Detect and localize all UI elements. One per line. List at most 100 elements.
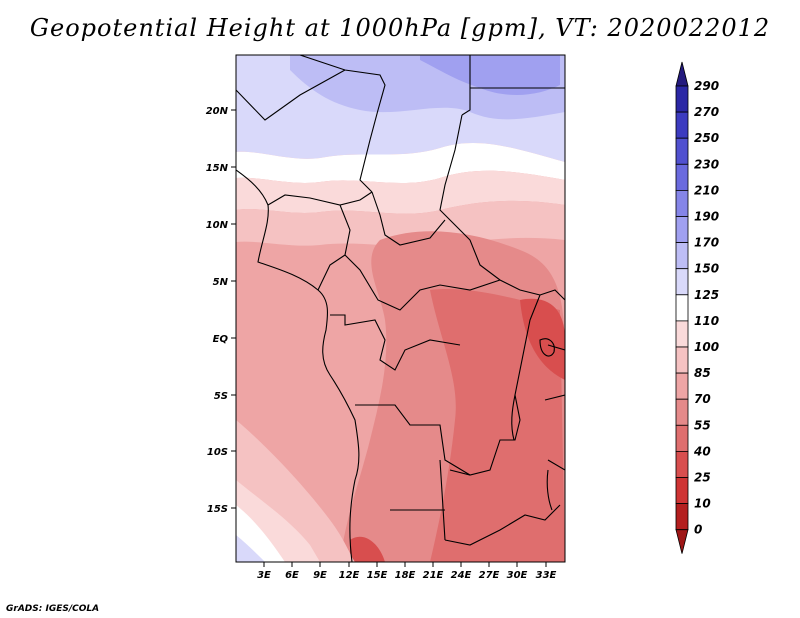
- colorbar-label: 0: [694, 523, 702, 537]
- svg-text:10N: 10N: [206, 220, 229, 231]
- lon-tick: 12E: [339, 562, 360, 581]
- lon-tick: 3E: [257, 562, 271, 581]
- colorbar-label: 290: [694, 79, 719, 93]
- colorbar-label: 210: [694, 183, 719, 197]
- colorbar-label: 100: [694, 340, 719, 354]
- colorbar-segment: [675, 503, 689, 531]
- eastern-low-region: [430, 289, 565, 562]
- map-frame: [235, 54, 566, 563]
- light-pink-band: [236, 170, 565, 214]
- colorbar-label: 125: [694, 288, 719, 302]
- pink-band: [236, 200, 565, 247]
- coastline-west: [236, 169, 360, 562]
- colorbar-label: 85: [694, 366, 711, 380]
- border-congo: [330, 314, 461, 371]
- colorbar-label: 10: [694, 497, 711, 511]
- colorbar-segment: [675, 372, 689, 400]
- lon-tick: 27E: [479, 562, 500, 581]
- south-low-region: [350, 536, 385, 562]
- colorbar-segment: [675, 242, 689, 270]
- border-angola: [355, 404, 471, 541]
- footer-credit: GrADS: IGES/COLA: [6, 604, 100, 614]
- border-drc-east: [449, 294, 541, 476]
- colorbar-label: 170: [694, 236, 719, 250]
- border-cameroon-car: [344, 254, 501, 311]
- lon-tick: 33E: [536, 562, 557, 581]
- colorbar-label: 250: [694, 131, 719, 145]
- svg-text:30E: 30E: [507, 570, 528, 581]
- svg-text:24E: 24E: [451, 570, 472, 581]
- colorbar-label: 70: [694, 392, 711, 406]
- colorbar-segment: [675, 424, 689, 452]
- lon-tick: 30E: [507, 562, 528, 581]
- lat-tick: 5S: [214, 391, 236, 402]
- high-pressure-peak: [420, 55, 560, 96]
- borders: [236, 55, 565, 562]
- svg-text:6E: 6E: [285, 570, 299, 581]
- colorbar-segment: [675, 111, 689, 139]
- svg-text:33E: 33E: [536, 570, 557, 581]
- svg-text:21E: 21E: [423, 570, 444, 581]
- colorbar-label: 150: [694, 262, 719, 276]
- svg-text:5S: 5S: [214, 391, 228, 402]
- svg-text:EQ: EQ: [213, 334, 229, 345]
- lon-tick: 18E: [395, 562, 416, 581]
- lake-victoria: [539, 338, 555, 357]
- colorbar-segment: [675, 85, 689, 113]
- lon-axis: 3E 6E 9E 12E 15E 18E 21E 24E 27E 30E 33E: [257, 562, 557, 581]
- svg-text:5N: 5N: [213, 277, 229, 288]
- lat-tick: 15N: [206, 163, 236, 174]
- lake-malawi: [546, 469, 553, 511]
- colorbar-label: 25: [694, 471, 711, 485]
- lat-tick: EQ: [213, 334, 236, 345]
- svg-text:15S: 15S: [207, 504, 228, 515]
- colorbar-segment: [675, 398, 689, 426]
- colorbar-segment: [675, 346, 689, 374]
- colorbar-segment: [675, 320, 689, 348]
- lon-tick: 6E: [285, 562, 299, 581]
- svg-text:18E: 18E: [395, 570, 416, 581]
- colorbar-label: 55: [694, 418, 711, 432]
- colorbar-label: 40: [693, 444, 711, 458]
- border-zambia: [444, 504, 561, 546]
- svg-text:12E: 12E: [339, 570, 360, 581]
- border-chad-car: [371, 191, 446, 246]
- southwest-ocean-blue: [236, 535, 265, 562]
- svg-text:9E: 9E: [313, 570, 327, 581]
- colorbar-bottom-arrow: [675, 529, 689, 554]
- colorbar-label: 110: [694, 314, 719, 328]
- colorbar: 2902702502302101901701501251101008570554…: [675, 61, 719, 554]
- colorbar-label: 230: [694, 157, 719, 171]
- lat-tick: 15S: [207, 504, 236, 515]
- chart-title: Geopotential Height at 1000hPa [gpm], VT…: [29, 14, 771, 42]
- lake-tanganyika: [511, 394, 516, 441]
- border-east: [539, 289, 565, 471]
- colorbar-segment: [675, 163, 689, 191]
- colorbar-segment: [675, 294, 689, 322]
- lat-axis: 20N 15N 10N 5N EQ 5S 10S 15S: [206, 106, 236, 515]
- svg-text:15N: 15N: [206, 163, 229, 174]
- lon-tick: 9E: [313, 562, 327, 581]
- svg-text:20N: 20N: [206, 106, 229, 117]
- svg-text:27E: 27E: [479, 570, 500, 581]
- lat-tick: 20N: [206, 106, 236, 117]
- colorbar-segment: [675, 216, 689, 244]
- border-libya-egypt: [461, 55, 565, 116]
- colorbar-label: 190: [694, 210, 719, 224]
- border-sahara: [299, 55, 386, 193]
- colorbar-top-arrow: [675, 61, 689, 87]
- svg-text:3E: 3E: [257, 570, 271, 581]
- lat-tick: 5N: [213, 277, 236, 288]
- colorbar-segment: [675, 450, 689, 478]
- lon-tick: 21E: [423, 562, 444, 581]
- map-panel: [236, 55, 565, 562]
- lon-tick: 24E: [451, 562, 472, 581]
- white-band: [236, 142, 565, 184]
- svg-text:15E: 15E: [367, 570, 388, 581]
- lon-tick: 15E: [367, 562, 388, 581]
- colorbar-segment: [675, 477, 689, 505]
- colorbar-segment: [675, 137, 689, 165]
- lat-tick: 10N: [206, 220, 236, 231]
- colorbar-label: 270: [694, 105, 719, 119]
